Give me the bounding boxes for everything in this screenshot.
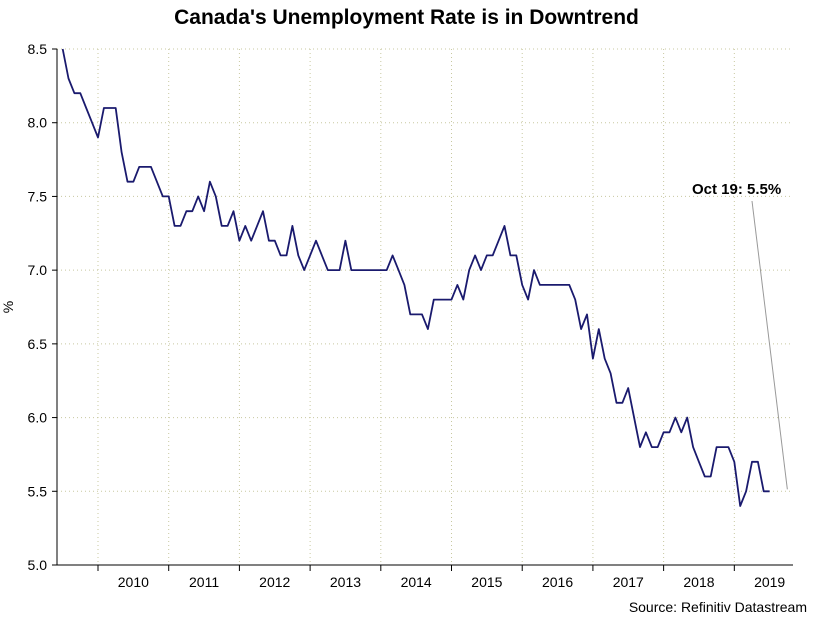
x-tick-label: 2018 <box>683 574 714 590</box>
grid <box>57 48 793 565</box>
y-tick-label: 7.5 <box>28 188 48 204</box>
x-tick-label: 2017 <box>613 574 644 590</box>
y-tick-label: 5.5 <box>28 483 48 499</box>
x-tick-label: 2015 <box>471 574 502 590</box>
x-tick-label: 2011 <box>189 574 219 590</box>
x-tick-label: 2013 <box>330 574 361 590</box>
annotation-leader-line <box>751 200 788 490</box>
y-tick-label: 8.5 <box>28 41 48 57</box>
series <box>61 48 770 507</box>
annotation-label: Oct 19: 5.5% <box>692 181 781 198</box>
y-ticks: 5.0 5.5 6.0 6.5 7.0 7.5 8.0 8.5 <box>28 41 57 573</box>
y-tick-label: 8.0 <box>28 115 48 131</box>
axes <box>56 49 793 566</box>
y-tick-label: 5.0 <box>28 557 48 573</box>
x-tick-label: 2016 <box>542 574 573 590</box>
y-tick-label: 7.0 <box>28 262 48 278</box>
x-tick-label: 2014 <box>401 574 432 590</box>
source-note: Source: Refinitiv Datastream <box>628 599 807 615</box>
x-ticks: 2010 2011 2012 2013 2014 2015 2016 2017 2018 2019 <box>97 565 785 590</box>
y-axis-label: % <box>0 301 16 313</box>
y-tick-label: 6.5 <box>28 336 48 352</box>
y-tick-label: 6.0 <box>28 410 48 426</box>
x-tick-label: 2019 <box>754 574 785 590</box>
chart-title: Canada's Unemployment Rate is in Downtre… <box>174 6 639 29</box>
x-tick-label: 2012 <box>259 574 290 590</box>
series-line <box>61 48 770 507</box>
x-tick-label: 2010 <box>118 574 149 590</box>
annotation: Oct 19: 5.5% <box>692 181 788 490</box>
